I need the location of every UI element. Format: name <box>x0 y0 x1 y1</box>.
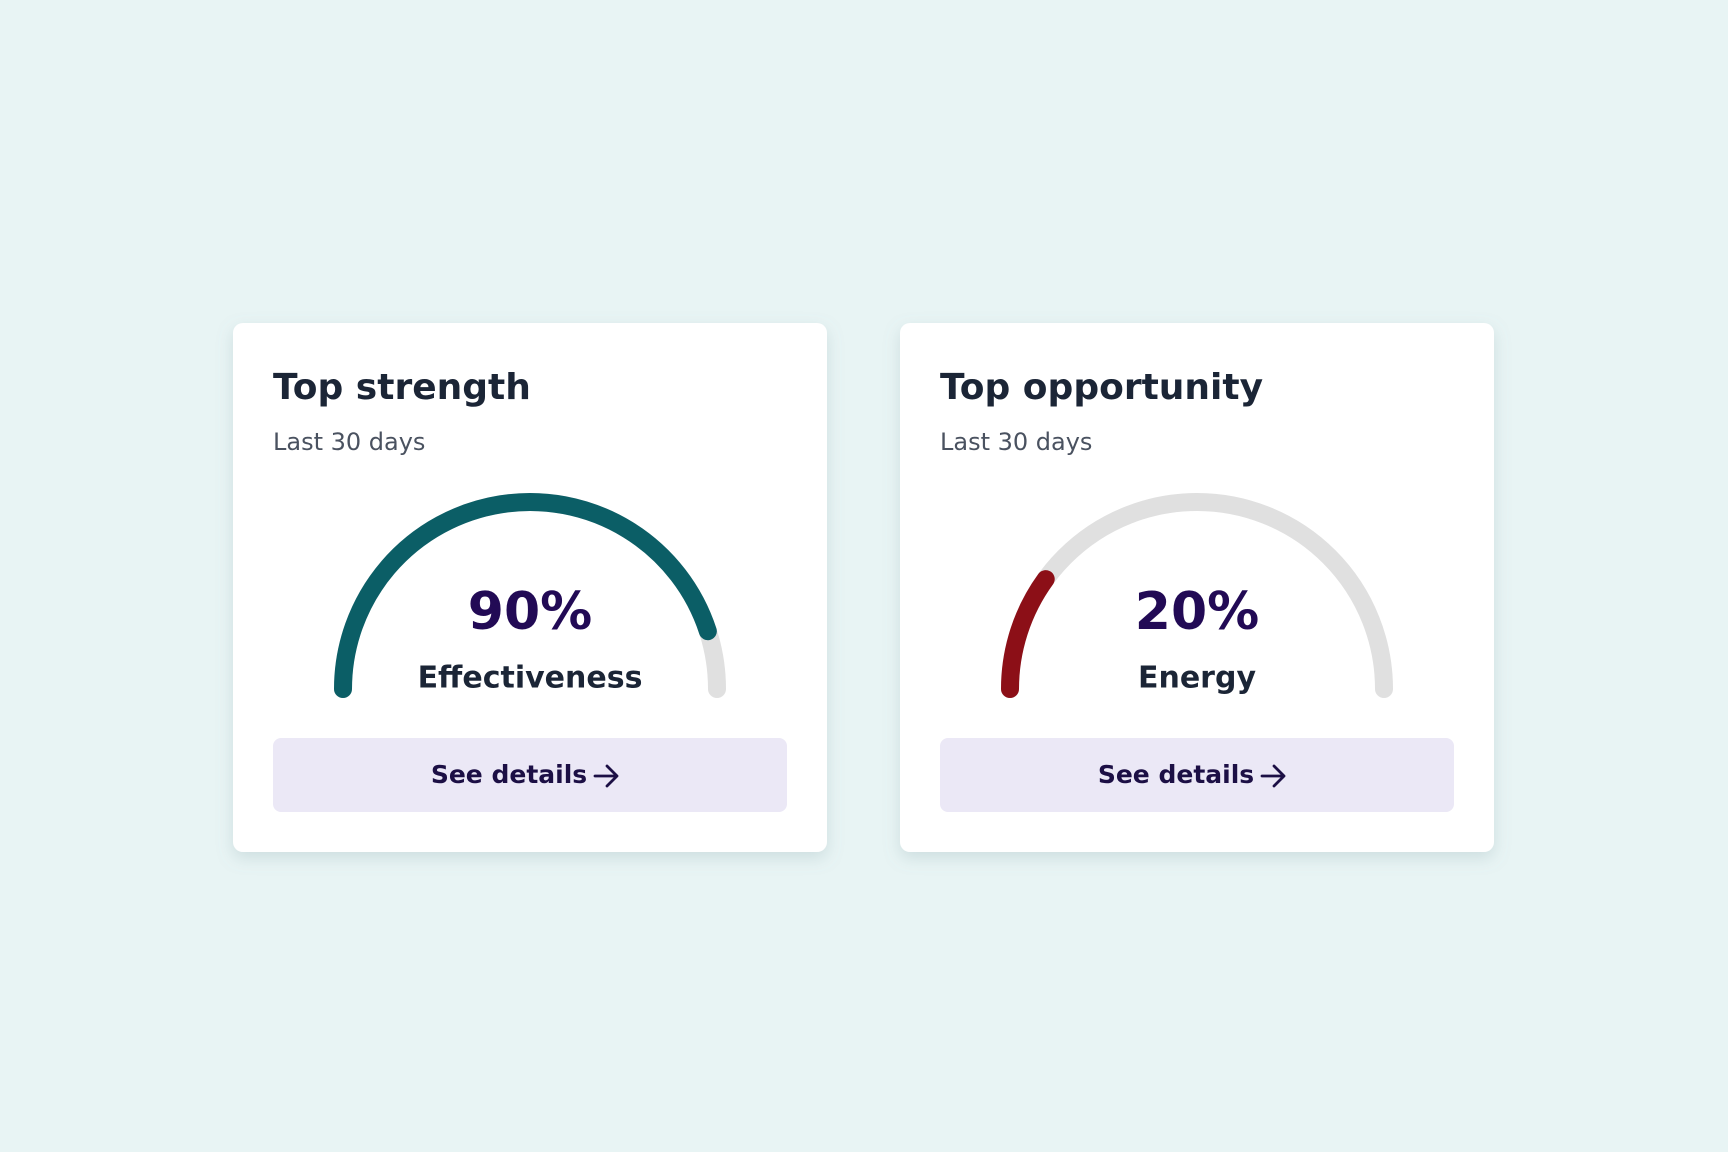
card-surface <box>233 323 827 852</box>
card-surface <box>900 323 1494 852</box>
button-surface <box>273 738 787 812</box>
arrow-icon <box>593 764 619 788</box>
see-details-button[interactable]: See details <box>940 738 1454 812</box>
card-title: Top opportunity <box>940 367 1263 408</box>
card-title: Top strength <box>273 367 531 408</box>
arrow-icon <box>1260 764 1286 788</box>
button-label: See details <box>1098 760 1254 789</box>
card-subtitle: Last 30 days <box>940 428 1092 456</box>
gauge-label: Effectiveness <box>418 661 643 696</box>
gauge-value-arc <box>1001 570 1055 698</box>
card-subtitle: Last 30 days <box>273 428 425 456</box>
gauge-value-label: 90% <box>468 582 592 642</box>
gauge-value-arc <box>334 493 717 698</box>
button-surface <box>940 738 1454 812</box>
button-label: See details <box>431 760 587 789</box>
gauge-value-label: 20% <box>1135 582 1259 642</box>
see-details-button[interactable]: See details <box>273 738 787 812</box>
card: Top strength Last 30 days 90% Effectiveness… <box>233 323 827 852</box>
card: Top opportunity Last 30 days 20% Energy See … <box>900 323 1494 852</box>
gauge-label: Energy <box>1138 661 1256 696</box>
